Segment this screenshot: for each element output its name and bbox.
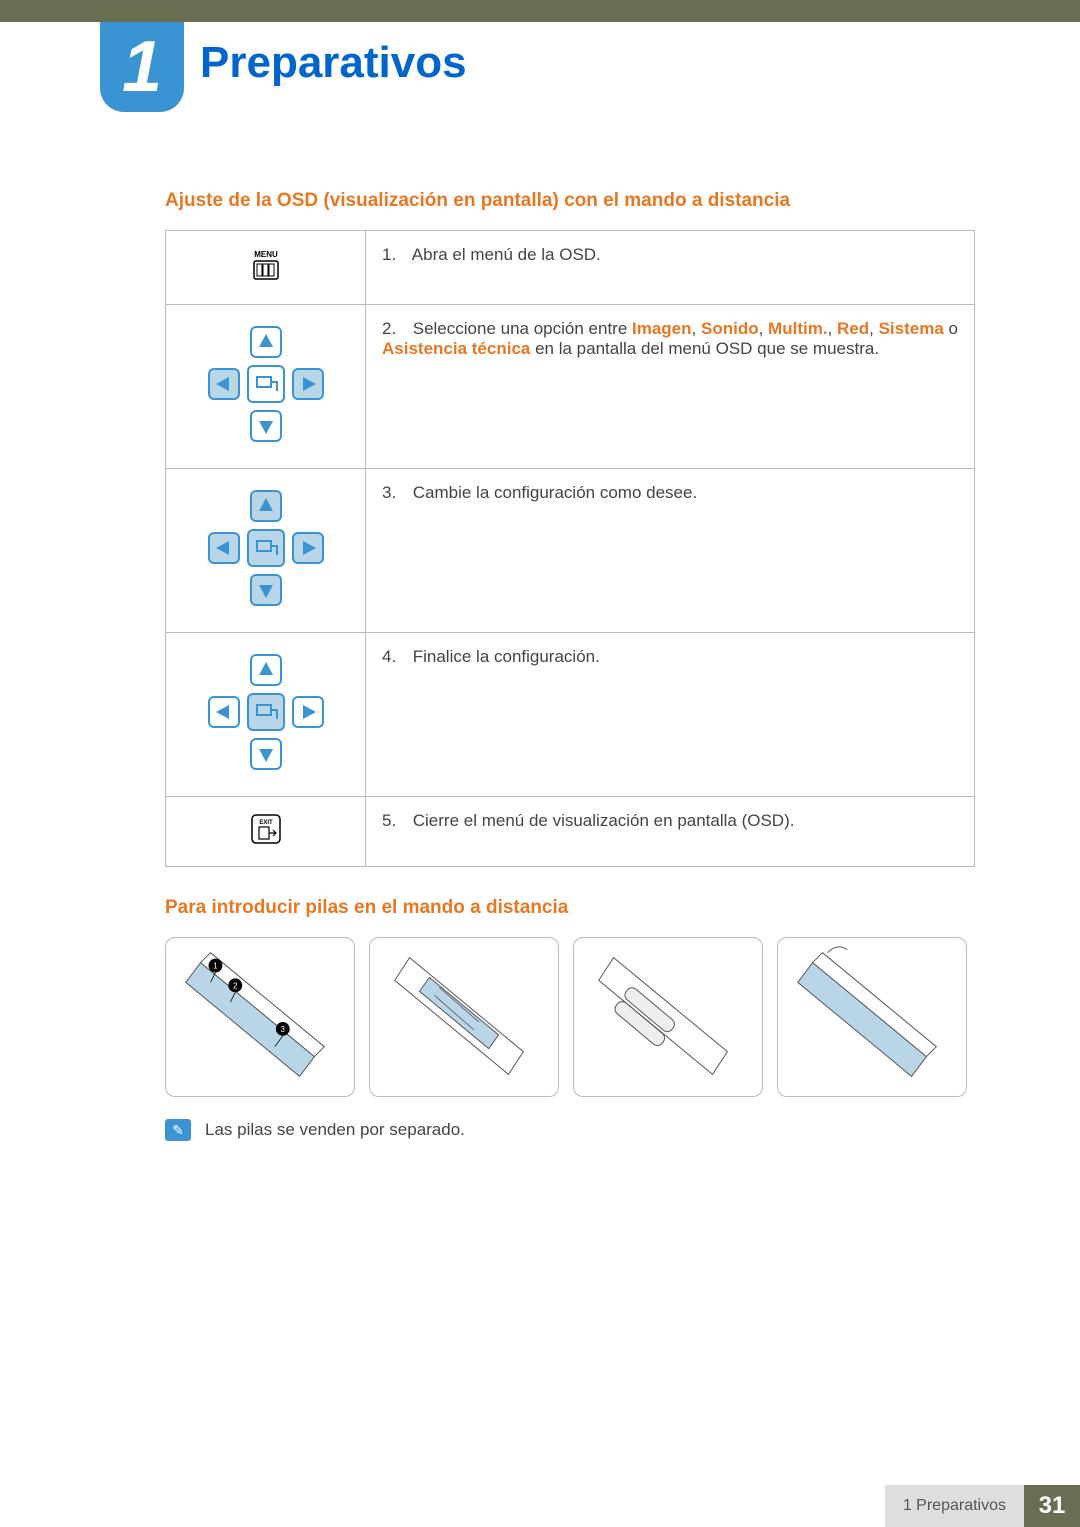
- svg-text:3: 3: [281, 1025, 286, 1034]
- chapter-title: Preparativos: [200, 38, 467, 88]
- dpad-all-icon: [201, 483, 331, 613]
- battery-panel-2: [369, 937, 559, 1097]
- svg-text:MENU: MENU: [254, 250, 278, 259]
- icon-cell-dpad-lr: [166, 305, 366, 469]
- step-text: Finalice la configuración.: [413, 647, 600, 666]
- step-number: 5.: [382, 811, 408, 831]
- chapter-number: 1: [122, 26, 162, 108]
- menu-button-icon: MENU: [246, 245, 286, 285]
- step-text-cell: 5. Cierre el menú de visualización en pa…: [366, 797, 975, 867]
- battery-panel-3: [573, 937, 763, 1097]
- svg-text:1: 1: [213, 962, 218, 971]
- table-row: 3. Cambie la configuración como desee.: [166, 469, 975, 633]
- battery-panel-4: [777, 937, 967, 1097]
- step-text: Cierre el menú de visualización en panta…: [413, 811, 795, 830]
- step-number: 1.: [382, 245, 408, 265]
- page-footer: 1 Preparativos 31: [0, 1485, 1080, 1527]
- chapter-tab: 1: [100, 22, 184, 112]
- footer-chapter-label: 1 Preparativos: [885, 1485, 1024, 1527]
- table-row: 2. Seleccione una opción entre Imagen, S…: [166, 305, 975, 469]
- battery-panel-1: 1 2 3: [165, 937, 355, 1097]
- section1-heading: Ajuste de la OSD (visualización en panta…: [165, 190, 975, 212]
- step-number: 2.: [382, 319, 408, 339]
- content-area: Ajuste de la OSD (visualización en panta…: [165, 190, 975, 1141]
- note-icon: ✎: [165, 1119, 191, 1141]
- table-row: 4. Finalice la configuración.: [166, 633, 975, 797]
- step-text: Abra el menú de la OSD.: [412, 245, 601, 264]
- battery-diagram-row: 1 2 3: [165, 937, 975, 1097]
- icon-cell-exit: EXIT: [166, 797, 366, 867]
- osd-steps-table: MENU 1. Abra el menú de la OSD.: [165, 230, 975, 867]
- remote-close-icon: [778, 937, 966, 1097]
- dpad-center-icon: [201, 647, 331, 777]
- remote-open-icon: 1 2 3: [166, 937, 354, 1097]
- table-row: MENU 1. Abra el menú de la OSD.: [166, 231, 975, 305]
- svg-text:2: 2: [233, 981, 237, 990]
- document-page: 1 Preparativos Ajuste de la OSD (visuali…: [0, 0, 1080, 1527]
- step-number: 3.: [382, 483, 408, 503]
- step-number: 4.: [382, 647, 408, 667]
- svg-text:EXIT: EXIT: [259, 820, 273, 826]
- step-text-cell: 1. Abra el menú de la OSD.: [366, 231, 975, 305]
- dpad-horizontal-icon: [201, 319, 331, 449]
- footer-page-number: 31: [1024, 1485, 1080, 1527]
- step-text-composite: Seleccione una opción entre Imagen, Soni…: [382, 319, 958, 358]
- section2-heading: Para introducir pilas en el mando a dist…: [165, 897, 975, 919]
- header-band: [0, 0, 1080, 22]
- icon-cell-menu: MENU: [166, 231, 366, 305]
- icon-cell-dpad-center: [166, 633, 366, 797]
- step-text-cell: 3. Cambie la configuración como desee.: [366, 469, 975, 633]
- table-row: EXIT 5. Cierre el menú de visualización …: [166, 797, 975, 867]
- note-text: Las pilas se venden por separado.: [205, 1120, 465, 1140]
- step-text: Cambie la configuración como desee.: [413, 483, 697, 502]
- remote-compartment-icon: [370, 937, 558, 1097]
- remote-batteries-icon: [574, 937, 762, 1097]
- step-text-cell: 2. Seleccione una opción entre Imagen, S…: [366, 305, 975, 469]
- step-text-cell: 4. Finalice la configuración.: [366, 633, 975, 797]
- exit-button-icon: EXIT: [248, 811, 284, 847]
- icon-cell-dpad-all: [166, 469, 366, 633]
- note-row: ✎ Las pilas se venden por separado.: [165, 1119, 975, 1141]
